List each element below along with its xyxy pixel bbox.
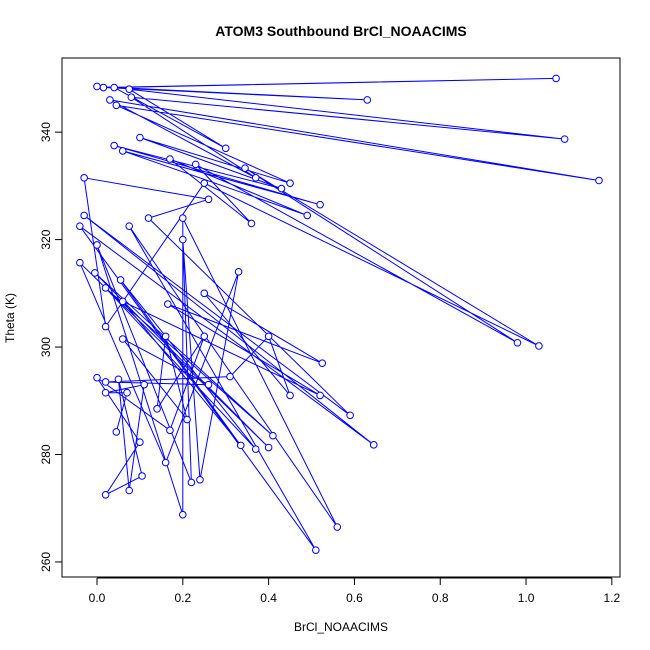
- data-point: [204, 380, 213, 389]
- data-point: [163, 300, 172, 308]
- data-point: [241, 164, 249, 172]
- data-point: [101, 322, 110, 331]
- data-point: [303, 211, 312, 220]
- data-point: [140, 380, 149, 389]
- data-point: [101, 378, 110, 386]
- data-point: [535, 342, 543, 350]
- data-point: [269, 431, 277, 440]
- data-point: [93, 82, 101, 91]
- x-tick-label: 0.6: [346, 591, 363, 605]
- data-point: [312, 546, 320, 554]
- data-point: [560, 135, 569, 143]
- data-point: [110, 83, 118, 92]
- data-point: [161, 458, 170, 467]
- x-axis-label: BrCl_NOAACIMS: [294, 620, 388, 634]
- data-point: [118, 297, 127, 306]
- data-point: [106, 96, 114, 104]
- data-point: [80, 211, 88, 220]
- data-point: [179, 510, 187, 519]
- data-point: [286, 391, 294, 400]
- data-point: [513, 338, 522, 347]
- x-tick-label: 0.4: [260, 591, 277, 605]
- data-point: [76, 222, 84, 230]
- data-point: [286, 179, 294, 187]
- y-axis-label: Theta (K): [3, 293, 17, 343]
- x-tick-label: 0.2: [174, 591, 191, 605]
- y-tick-label: 260: [39, 552, 53, 572]
- data-point: [80, 174, 88, 182]
- data-point: [204, 195, 213, 204]
- data-point: [127, 93, 136, 102]
- x-tick-label: 1.0: [518, 591, 535, 605]
- data-line: [79, 77, 600, 551]
- data-point: [251, 174, 260, 182]
- data-point: [179, 214, 187, 222]
- data-point: [200, 179, 209, 187]
- x-tick-label: 0.8: [432, 591, 449, 605]
- data-point: [166, 155, 174, 163]
- x-tick-label: 1.2: [604, 591, 621, 605]
- data-point: [118, 147, 127, 155]
- x-tick-label: 0.0: [89, 591, 106, 605]
- data-point: [221, 144, 230, 153]
- data-point: [166, 426, 174, 435]
- data-point: [226, 372, 234, 381]
- data-point: [125, 85, 133, 93]
- data-point: [251, 445, 260, 453]
- data-point: [123, 388, 131, 397]
- data-point: [99, 83, 108, 92]
- data-point: [110, 141, 118, 150]
- data-point: [552, 74, 560, 83]
- data-point: [112, 101, 121, 110]
- data-point: [187, 478, 196, 487]
- data-point: [138, 472, 146, 480]
- data-point: [116, 276, 125, 284]
- data-point: [236, 441, 245, 450]
- data-point: [369, 441, 378, 449]
- data-point: [318, 359, 327, 367]
- data-point: [316, 391, 324, 400]
- y-tick-label: 280: [39, 444, 53, 464]
- data-point: [316, 200, 324, 209]
- data-point: [196, 475, 204, 484]
- data-point: [595, 176, 603, 185]
- data-point: [153, 405, 161, 413]
- data-point: [125, 222, 133, 230]
- data-point: [93, 373, 101, 382]
- data-point: [200, 289, 209, 298]
- data-point: [101, 284, 110, 292]
- data-point: [118, 335, 127, 343]
- data-point: [101, 490, 110, 499]
- data-point: [333, 523, 342, 531]
- data-point: [191, 160, 200, 169]
- data-point: [363, 96, 372, 104]
- data-point: [101, 388, 110, 397]
- data-point: [264, 332, 273, 341]
- data-point: [234, 268, 243, 276]
- data-point: [136, 133, 144, 142]
- data-point: [179, 235, 187, 244]
- y-tick-label: 340: [39, 122, 53, 142]
- data-point: [136, 438, 144, 446]
- data-point: [93, 241, 101, 249]
- data-point: [346, 411, 354, 420]
- data-point: [76, 258, 84, 267]
- data-point: [264, 443, 273, 452]
- data-point: [200, 332, 209, 341]
- data-point: [183, 415, 191, 424]
- data-point: [125, 486, 133, 495]
- data-point: [161, 332, 170, 341]
- data-point: [277, 184, 286, 193]
- chart-title: ATOM3 Southbound BrCl_NOAACIMS: [215, 23, 466, 39]
- y-tick-label: 300: [39, 337, 53, 357]
- data-point: [112, 428, 121, 436]
- data-point: [91, 269, 99, 277]
- data-point: [114, 375, 123, 384]
- data-point: [247, 219, 256, 228]
- data-point: [144, 214, 153, 222]
- y-tick-label: 320: [39, 229, 53, 249]
